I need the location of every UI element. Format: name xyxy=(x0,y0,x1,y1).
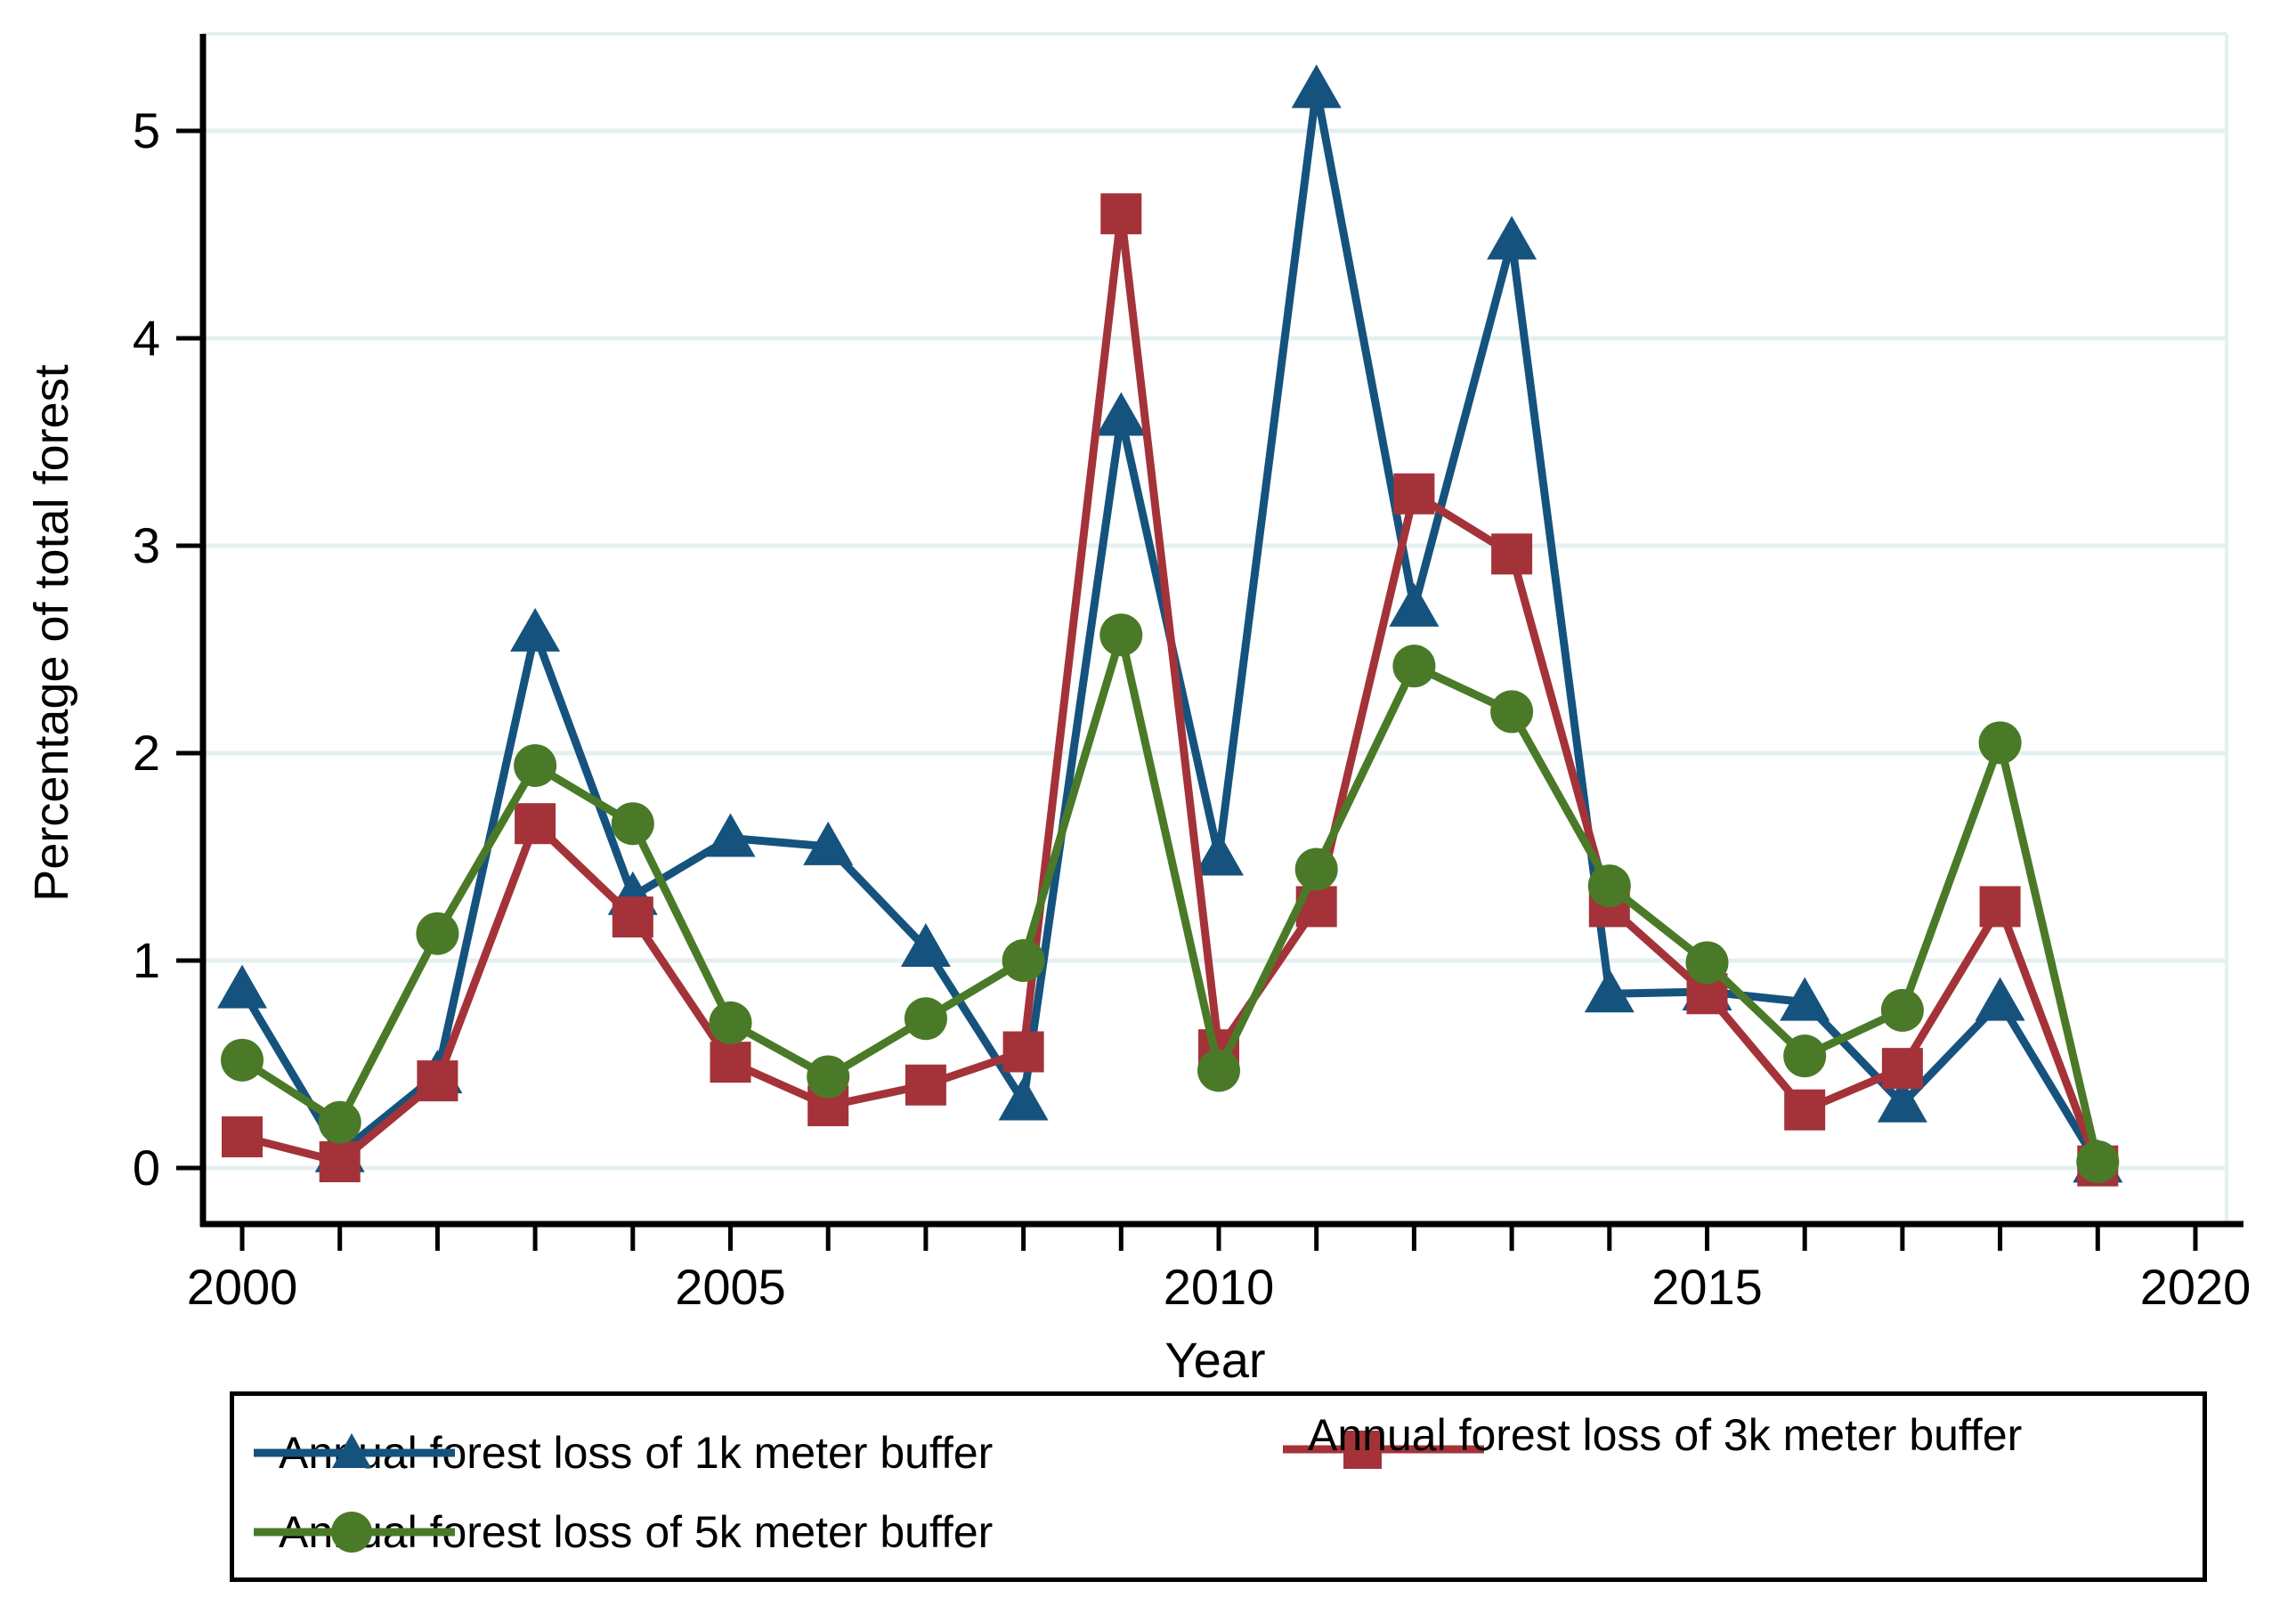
marker-3k-2017 xyxy=(1881,1048,1923,1090)
x-tick-label-2010: 2010 xyxy=(1164,1259,1275,1315)
marker-1k-2006 xyxy=(803,821,854,865)
marker-5k-2011 xyxy=(1294,847,1338,891)
marker-5k-2019 xyxy=(2076,1140,2120,1184)
legend-label-3k: Annual forest loss of 3k meter buffer xyxy=(1308,1410,2023,1460)
marker-5k-2001 xyxy=(318,1100,361,1144)
marker-1k-2008 xyxy=(998,1076,1049,1121)
y-tick-label-2: 2 xyxy=(133,725,160,781)
marker-5k-2012 xyxy=(1392,645,1436,688)
marker-5k-2006 xyxy=(807,1055,850,1099)
y-tick-label-1: 1 xyxy=(133,932,160,988)
marker-1k-2005 xyxy=(705,813,756,857)
legend-item-1k: Annual forest loss of 1k meter buffer xyxy=(254,1422,993,1484)
marker-5k-2013 xyxy=(1490,690,1534,734)
legend-marker-square-icon xyxy=(1283,1431,1484,1469)
marker-5k-2010 xyxy=(1197,1049,1240,1092)
marker-3k-2013 xyxy=(1491,533,1533,575)
marker-1k-2007 xyxy=(900,923,951,968)
marker-5k-2016 xyxy=(1783,1034,1827,1078)
x-axis-title: Year xyxy=(1164,1332,1266,1388)
y-axis-title: Percentage of total forest xyxy=(25,364,78,902)
marker-3k-2005 xyxy=(710,1042,751,1083)
legend-item-5k: Annual forest loss of 5k meter buffer xyxy=(254,1501,993,1563)
legend: Annual forest loss of 1k meter buffer An… xyxy=(230,1391,2207,1582)
x-tick-label-2020: 2020 xyxy=(2140,1259,2251,1315)
marker-1k-2013 xyxy=(1487,215,1537,260)
marker-1k-2009 xyxy=(1096,392,1147,436)
marker-5k-2009 xyxy=(1099,613,1143,657)
marker-5k-2004 xyxy=(611,802,654,846)
x-tick-label-2000: 2000 xyxy=(187,1259,298,1315)
marker-1k-2010 xyxy=(1194,831,1244,876)
marker-3k-2004 xyxy=(612,896,653,938)
marker-5k-2002 xyxy=(416,912,459,955)
marker-1k-2011 xyxy=(1291,64,1342,109)
marker-5k-2015 xyxy=(1685,941,1729,985)
marker-5k-2018 xyxy=(1978,721,2022,765)
marker-3k-2012 xyxy=(1393,473,1435,515)
y-tick-label-5: 5 xyxy=(133,102,160,158)
legend-item-3k: Annual forest loss of 3k meter buffer xyxy=(1283,1410,2022,1480)
marker-3k-2008 xyxy=(1002,1031,1044,1073)
marker-3k-2000 xyxy=(222,1116,263,1158)
marker-5k-2000 xyxy=(221,1038,264,1082)
marker-1k-2000 xyxy=(217,964,267,1009)
marker-3k-2016 xyxy=(1784,1089,1826,1131)
marker-5k-2014 xyxy=(1587,864,1631,908)
marker-3k-2001 xyxy=(319,1141,361,1183)
y-tick-label-3: 3 xyxy=(133,517,160,573)
marker-1k-2017 xyxy=(1877,1078,1927,1123)
marker-5k-2008 xyxy=(1002,939,1045,982)
x-tick-label-2015: 2015 xyxy=(1651,1259,1763,1315)
marker-5k-2017 xyxy=(1880,988,1924,1032)
marker-1k-2016 xyxy=(1780,977,1830,1021)
marker-3k-2007 xyxy=(905,1064,946,1106)
marker-1k-2014 xyxy=(1584,969,1635,1013)
marker-1k-2012 xyxy=(1389,582,1440,627)
legend-marker-circle-icon xyxy=(254,1512,455,1553)
marker-5k-2005 xyxy=(709,1001,752,1044)
marker-3k-2009 xyxy=(1100,193,1142,235)
marker-5k-2007 xyxy=(904,997,947,1041)
y-tick-label-0: 0 xyxy=(133,1139,160,1196)
marker-3k-2002 xyxy=(417,1060,458,1102)
marker-5k-2003 xyxy=(514,743,557,787)
y-tick-label-4: 4 xyxy=(133,310,160,366)
x-tick-label-2005: 2005 xyxy=(675,1259,786,1315)
marker-1k-2018 xyxy=(1975,977,2025,1021)
legend-marker-triangle-icon xyxy=(254,1433,455,1468)
marker-1k-2003 xyxy=(510,607,561,652)
marker-3k-2018 xyxy=(1979,886,2021,928)
marker-3k-2003 xyxy=(515,803,556,845)
